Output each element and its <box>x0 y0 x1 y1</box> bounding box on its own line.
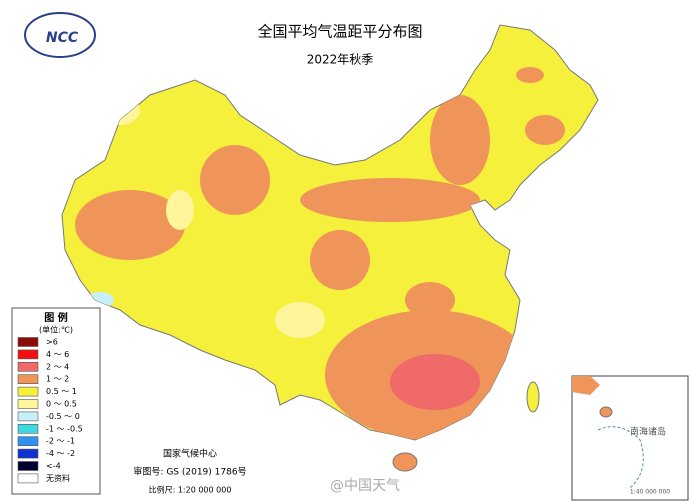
legend-swatch <box>17 411 39 422</box>
inset: 南海诸岛 1:40 000 000 <box>571 375 689 501</box>
legend-label: 1 ～ 2 <box>46 375 69 384</box>
legend-swatch <box>17 423 39 434</box>
legend-title: 图 例 <box>44 311 67 324</box>
logo-text: NCC <box>46 30 79 46</box>
legend-swatch <box>17 448 39 459</box>
legend-label: 无资料 <box>46 473 70 483</box>
legend-swatch <box>17 374 39 385</box>
inset-label: 南海诸岛 <box>630 426 666 438</box>
inset-scale: 1:40 000 000 <box>630 489 670 496</box>
legend-label: -0.5 ～ 0 <box>46 412 80 421</box>
legend-swatch <box>17 349 39 360</box>
legend: 图 例 (单位:℃) >6 4 ～ 6 2 ～ 4 1 ～ 2 0.5 ～ 1 0 ～ 0… <box>11 307 101 495</box>
legend-label: 4 ～ 6 <box>46 350 69 359</box>
legend-label: 0 ～ 0.5 <box>46 400 77 409</box>
legend-swatch <box>17 461 39 471</box>
legend-label: -4 ～ -2 <box>46 449 75 458</box>
title: 全国平均气温距平分布图 <box>257 23 422 41</box>
legend-swatch <box>17 386 39 397</box>
subtitle: 2022年秋季 <box>307 53 374 67</box>
legend-swatch <box>17 361 39 372</box>
china-map <box>61 24 599 472</box>
scale: 比例尺: 1:20 000 000 <box>149 485 232 495</box>
legend-swatch <box>17 436 39 447</box>
legend-label: -2 ～ -1 <box>46 437 75 446</box>
legend-swatch <box>17 337 39 347</box>
legend-swatch <box>17 399 39 409</box>
approval: 审图号: GS (2019) 1786号 <box>133 466 246 478</box>
legend-swatch <box>17 473 39 484</box>
legend-label: >6 <box>46 338 58 347</box>
legend-unit: (单位:℃) <box>39 325 73 335</box>
legend-label: -1 ～ -0.5 <box>46 424 83 433</box>
legend-label: 0.5 ～ 1 <box>46 387 77 396</box>
legend-label: 2 ～ 4 <box>46 362 69 371</box>
agency: 国家气候中心 <box>163 448 217 460</box>
legend-label: <-4 <box>46 462 61 471</box>
watermark: @中国天气 <box>330 478 400 494</box>
logo: NCC <box>24 12 96 58</box>
